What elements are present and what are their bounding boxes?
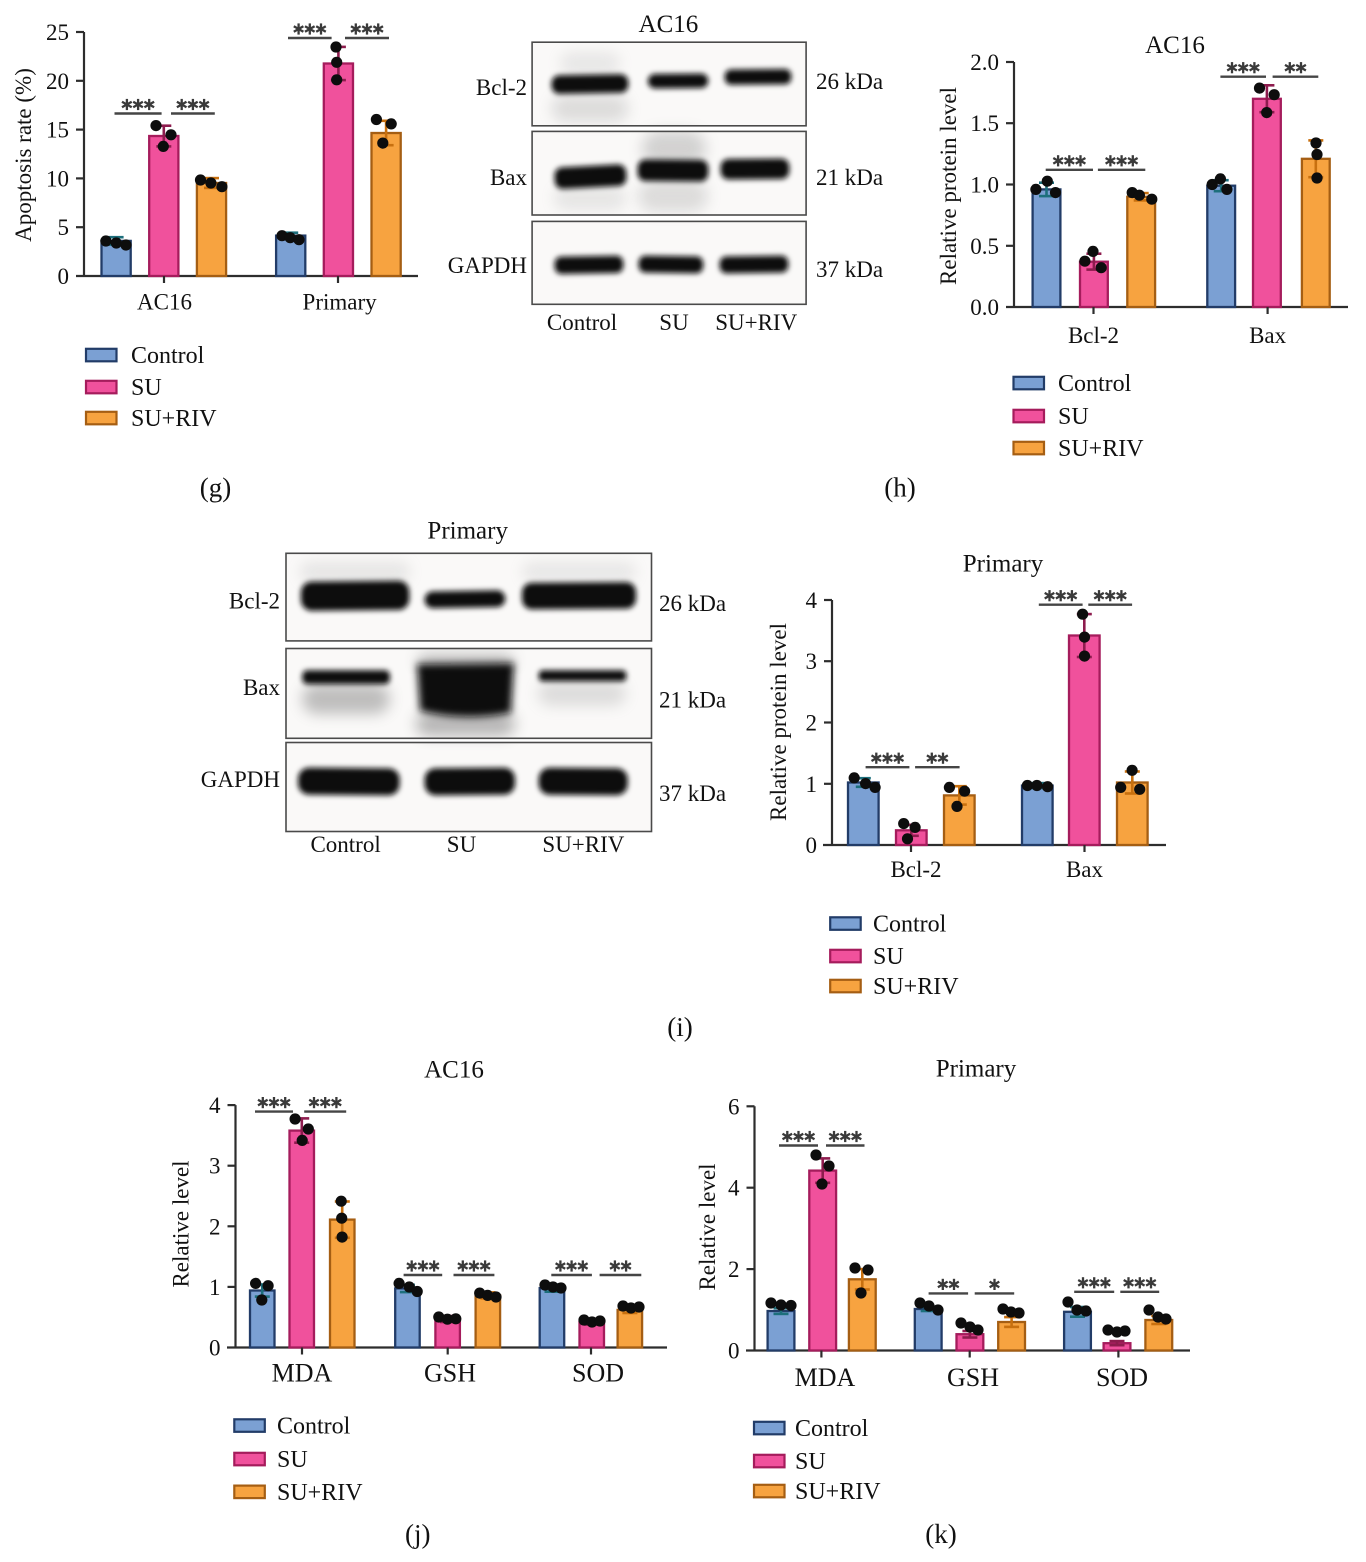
svg-text:Primary: Primary	[936, 1056, 1017, 1083]
svg-text:37 kDa: 37 kDa	[816, 257, 883, 282]
svg-text:(h): (h)	[884, 473, 915, 503]
svg-text:Bax: Bax	[243, 675, 281, 700]
svg-text:20: 20	[46, 69, 69, 94]
svg-text:Control: Control	[873, 912, 947, 938]
svg-text:SU+RIV: SU+RIV	[131, 406, 217, 432]
svg-text:Apoptosis rate (%): Apoptosis rate (%)	[11, 68, 36, 242]
svg-text:SU: SU	[447, 832, 477, 857]
svg-text:GAPDH: GAPDH	[448, 253, 527, 278]
svg-text:Control: Control	[131, 343, 205, 369]
svg-text:GAPDH: GAPDH	[201, 767, 280, 792]
svg-text:Bcl-2: Bcl-2	[229, 589, 280, 614]
svg-text:GSH: GSH	[947, 1363, 999, 1392]
svg-text:0: 0	[58, 264, 70, 289]
svg-text:Relative level: Relative level	[695, 1163, 720, 1290]
svg-text:1: 1	[209, 1275, 221, 1300]
svg-text:26 kDa: 26 kDa	[659, 591, 726, 616]
svg-text:4: 4	[728, 1176, 740, 1201]
svg-text:Control: Control	[277, 1414, 351, 1440]
svg-text:Control: Control	[547, 310, 617, 335]
svg-text:1.0: 1.0	[970, 173, 999, 198]
svg-text:3: 3	[209, 1154, 221, 1179]
svg-text:MDA: MDA	[795, 1363, 856, 1392]
svg-text:5: 5	[58, 215, 70, 240]
svg-text:0: 0	[209, 1336, 221, 1361]
svg-text:(i): (i)	[667, 1012, 692, 1042]
svg-text:10: 10	[46, 166, 69, 191]
svg-text:2: 2	[209, 1214, 221, 1239]
svg-text:AC16: AC16	[639, 11, 699, 38]
svg-text:SU: SU	[659, 310, 689, 335]
svg-text:SOD: SOD	[1096, 1363, 1148, 1392]
svg-text:SU: SU	[1058, 404, 1089, 430]
svg-text:AC16: AC16	[424, 1057, 484, 1084]
svg-text:Control: Control	[310, 832, 380, 857]
svg-text:3: 3	[806, 649, 818, 674]
svg-text:6: 6	[728, 1094, 740, 1119]
svg-text:SOD: SOD	[572, 1359, 624, 1388]
svg-text:Relative protein level: Relative protein level	[936, 87, 961, 285]
svg-text:Primary: Primary	[427, 518, 508, 545]
svg-text:2.0: 2.0	[970, 50, 999, 75]
svg-text:Relative level: Relative level	[169, 1160, 194, 1287]
svg-text:AC16: AC16	[1145, 32, 1205, 59]
svg-text:25: 25	[46, 20, 69, 45]
svg-text:(g): (g)	[200, 473, 231, 503]
svg-text:Primary: Primary	[963, 551, 1044, 578]
svg-text:Bcl-2: Bcl-2	[890, 857, 941, 882]
svg-text:(j): (j)	[405, 1519, 430, 1549]
svg-text:4: 4	[209, 1093, 221, 1118]
svg-text:4: 4	[806, 588, 818, 613]
svg-text:SU: SU	[795, 1449, 826, 1475]
svg-text:SU+RIV: SU+RIV	[873, 974, 959, 1000]
svg-text:Bax: Bax	[1066, 857, 1104, 882]
svg-text:37 kDa: 37 kDa	[659, 781, 726, 806]
svg-text:21 kDa: 21 kDa	[659, 688, 726, 713]
svg-text:2: 2	[806, 711, 818, 736]
svg-text:15: 15	[46, 118, 69, 143]
svg-text:Control: Control	[795, 1416, 869, 1442]
svg-text:1.5: 1.5	[970, 111, 999, 136]
svg-text:26 kDa: 26 kDa	[816, 69, 883, 94]
svg-text:Bax: Bax	[1249, 323, 1287, 348]
svg-text:Bax: Bax	[490, 165, 528, 190]
svg-text:Bcl-2: Bcl-2	[1068, 323, 1119, 348]
svg-text:1: 1	[806, 772, 818, 797]
svg-text:GSH: GSH	[424, 1359, 476, 1388]
svg-text:Primary: Primary	[303, 290, 378, 315]
svg-text:SU+RIV: SU+RIV	[542, 832, 624, 857]
svg-text:MDA: MDA	[272, 1359, 333, 1388]
svg-text:SU: SU	[131, 375, 162, 401]
svg-text:AC16: AC16	[137, 290, 192, 315]
svg-text:0.5: 0.5	[970, 234, 999, 259]
svg-text:Relative protein level: Relative protein level	[766, 623, 791, 821]
svg-text:0.0: 0.0	[970, 295, 999, 320]
svg-text:(k): (k)	[925, 1519, 956, 1549]
svg-text:SU+RIV: SU+RIV	[1058, 436, 1144, 462]
svg-text:Control: Control	[1058, 371, 1132, 397]
svg-text:Bcl-2: Bcl-2	[476, 75, 527, 100]
svg-text:SU: SU	[873, 944, 904, 970]
svg-text:SU+RIV: SU+RIV	[715, 310, 797, 335]
svg-text:0: 0	[806, 833, 818, 858]
svg-text:SU+RIV: SU+RIV	[277, 1480, 363, 1506]
svg-text:0: 0	[728, 1339, 740, 1364]
svg-text:SU+RIV: SU+RIV	[795, 1479, 881, 1505]
svg-text:21 kDa: 21 kDa	[816, 165, 883, 190]
svg-text:2: 2	[728, 1257, 740, 1282]
svg-text:SU: SU	[277, 1447, 308, 1473]
